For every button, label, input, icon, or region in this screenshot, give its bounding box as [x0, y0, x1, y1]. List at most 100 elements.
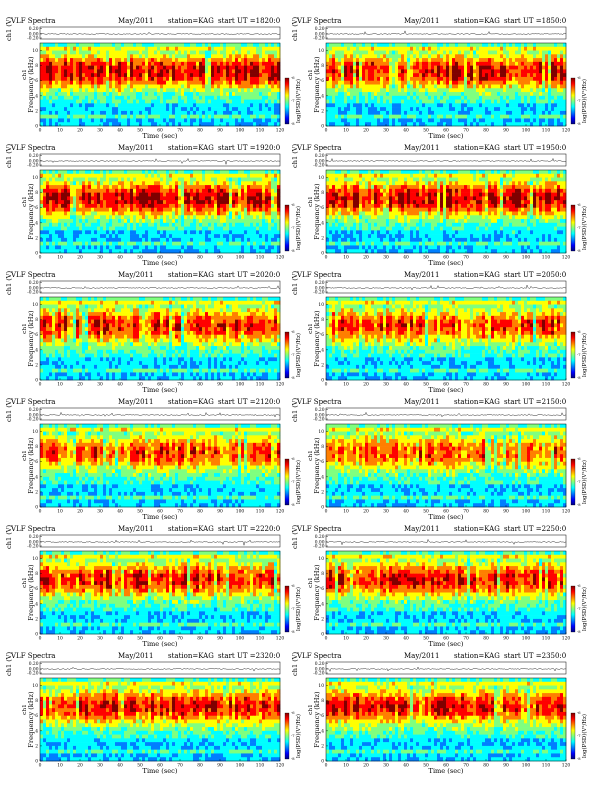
heatmap-cell	[103, 189, 106, 193]
heatmap-cell	[407, 85, 410, 89]
heatmap-cell	[256, 200, 259, 204]
heatmap-cell	[380, 107, 383, 111]
heatmap-cell	[419, 122, 422, 126]
heatmap-cell	[470, 88, 473, 92]
heatmap-cell	[398, 81, 401, 85]
heatmap-cell	[434, 115, 437, 119]
heatmap-cell	[494, 77, 497, 81]
heatmap-cell	[461, 115, 464, 119]
heatmap-cell	[67, 185, 70, 189]
heatmap-cell	[383, 43, 386, 47]
heatmap-cell	[265, 100, 268, 104]
heatmap-cell	[145, 189, 148, 193]
heatmap-cell	[148, 204, 151, 208]
heatmap-cell	[392, 118, 395, 122]
heatmap-cell	[422, 58, 425, 62]
heatmap-cell	[55, 58, 58, 62]
heatmap-cell	[437, 88, 440, 92]
heatmap-cell	[142, 43, 145, 47]
heatmap-cell	[49, 118, 52, 122]
heatmap-cell	[476, 85, 479, 89]
heatmap-cell	[413, 43, 416, 47]
heatmap-cell	[82, 118, 85, 122]
heatmap-cell	[259, 66, 262, 70]
heatmap-cell	[350, 122, 353, 126]
heatmap-cell	[187, 215, 190, 219]
heatmap-cell	[262, 223, 265, 227]
heatmap-cell	[52, 189, 55, 193]
heatmap-cell	[554, 122, 557, 126]
heatmap-cell	[497, 58, 500, 62]
heatmap-cell	[500, 62, 503, 66]
heatmap-cell	[232, 66, 235, 70]
heatmap-cell	[464, 118, 467, 122]
heatmap-cell	[253, 77, 256, 81]
y-axis-label: Frequency (kHz)	[27, 56, 35, 113]
heatmap-cell	[169, 215, 172, 219]
heatmap-cell	[482, 118, 485, 122]
heatmap-cell	[100, 73, 103, 77]
heatmap-cell	[335, 107, 338, 111]
heatmap-cell	[76, 200, 79, 204]
heatmap-cell	[386, 88, 389, 92]
heatmap-cell	[386, 103, 389, 107]
heatmap-cell	[196, 69, 199, 73]
heatmap-cell	[193, 122, 196, 126]
heatmap-cell	[85, 69, 88, 73]
heatmap-cell	[136, 185, 139, 189]
heatmap-cell	[184, 62, 187, 66]
heatmap-cell	[109, 227, 112, 231]
heatmap-cell	[533, 43, 536, 47]
heatmap-cell	[274, 100, 277, 104]
heatmap-cell	[259, 96, 262, 100]
heatmap-cell	[446, 85, 449, 89]
heatmap-cell	[79, 66, 82, 70]
heatmap-cell	[46, 58, 49, 62]
heatmap-cell	[58, 230, 61, 234]
heatmap-cell	[166, 193, 169, 197]
heatmap-cell	[518, 58, 521, 62]
heatmap-cell	[482, 69, 485, 73]
heatmap-cell	[175, 185, 178, 189]
heatmap-cell	[404, 66, 407, 70]
heatmap-cell	[238, 100, 241, 104]
heatmap-cell	[76, 204, 79, 208]
heatmap-cell	[112, 227, 115, 231]
heatmap-cell	[193, 77, 196, 81]
heatmap-cell	[377, 73, 380, 77]
heatmap-cell	[58, 181, 61, 185]
heatmap-cell	[491, 51, 494, 55]
heatmap-cell	[244, 204, 247, 208]
heatmap-cell	[428, 118, 431, 122]
heatmap-cell	[238, 107, 241, 111]
heatmap-cell	[410, 62, 413, 66]
heatmap-cell	[196, 122, 199, 126]
heatmap-cell	[512, 118, 515, 122]
heatmap-cell	[214, 58, 217, 62]
heatmap-cell	[232, 122, 235, 126]
heatmap-cell	[365, 77, 368, 81]
heatmap-cell	[536, 69, 539, 73]
heatmap-cell	[181, 100, 184, 104]
heatmap-cell	[172, 212, 175, 216]
heatmap-cell	[419, 111, 422, 115]
heatmap-cell	[199, 103, 202, 107]
x-tick-label: 10	[57, 129, 63, 134]
heatmap-cell	[353, 88, 356, 92]
heatmap-cell	[265, 81, 268, 85]
heatmap-cell	[220, 200, 223, 204]
heatmap-cell	[205, 96, 208, 100]
heatmap-cell	[142, 81, 145, 85]
heatmap-cell	[521, 96, 524, 100]
heatmap-cell	[118, 43, 121, 47]
heatmap-cell	[217, 208, 220, 212]
heatmap-cell	[202, 223, 205, 227]
heatmap-cell	[97, 111, 100, 115]
heatmap-cell	[452, 92, 455, 96]
heatmap-cell	[88, 81, 91, 85]
heatmap-cell	[64, 189, 67, 193]
heatmap-cell	[52, 103, 55, 107]
heatmap-cell	[560, 77, 563, 81]
heatmap-cell	[43, 111, 46, 115]
heatmap-cell	[196, 85, 199, 89]
